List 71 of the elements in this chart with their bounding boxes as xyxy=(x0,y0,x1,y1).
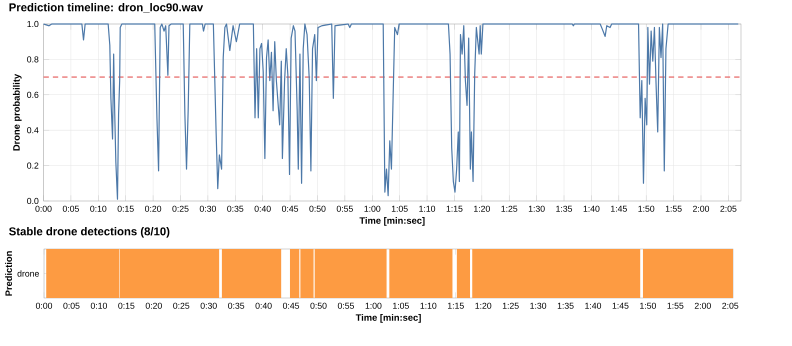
x-tick-label: 1:40 xyxy=(585,302,602,309)
x-tick-label: 2:00 xyxy=(694,302,711,309)
line-series xyxy=(42,23,739,200)
x-axis-title: Time [min:sec] xyxy=(360,217,425,226)
x-tick-label: 1:55 xyxy=(668,302,684,309)
x-tick-label: 0:45 xyxy=(282,206,298,212)
x-tick-label: 1:20 xyxy=(474,206,490,212)
y-tick-label: 0.8 xyxy=(27,56,38,62)
x-tick-label: 2:05 xyxy=(722,302,738,309)
x-tick-label: 1:10 xyxy=(420,302,436,309)
x-tick-label: 1:00 xyxy=(366,302,382,309)
x-tick-label: 0:00 xyxy=(36,302,52,309)
y-tick-label: 0.4 xyxy=(27,127,39,134)
x-tick-label: 0:15 xyxy=(118,206,134,212)
x-tick-label: 1:10 xyxy=(419,206,436,212)
chart-title: Prediction timeline: dron_loc90.wav xyxy=(9,3,204,13)
y-tick-label: 0.6 xyxy=(27,92,38,98)
x-tick-label: 0:20 xyxy=(144,206,162,212)
x-tick-label: 0:55 xyxy=(336,206,353,212)
x-tick-label: 1:45 xyxy=(612,302,629,309)
x-tick-label: 1:05 xyxy=(393,302,409,309)
x-tick-label: 0:25 xyxy=(173,302,190,309)
x-tick-label: 0:55 xyxy=(338,302,354,309)
x-tick-label: 0:50 xyxy=(309,206,326,212)
x-tick-label: 1:50 xyxy=(640,302,656,309)
x-tick-label: 0:05 xyxy=(62,206,79,212)
bar xyxy=(222,248,282,298)
x-tick-label: 0:15 xyxy=(118,302,134,309)
y-tick-label: drone xyxy=(17,270,39,277)
x-tick-label: 0:50 xyxy=(310,302,327,309)
x-tick-label: 0:20 xyxy=(146,302,162,309)
bar xyxy=(389,248,452,298)
y-tick-label: 0.2 xyxy=(27,162,38,169)
x-tick-label: 0:30 xyxy=(200,206,216,212)
x-tick-label: 0:25 xyxy=(172,206,189,212)
x-tick-label: 1:30 xyxy=(530,302,546,309)
x-tick-label: 0:35 xyxy=(228,302,244,309)
x-tick-label: 1:35 xyxy=(556,206,572,212)
x-tick-label: 0:05 xyxy=(63,302,80,309)
x-tick-label: 1:15 xyxy=(448,302,464,309)
x-tick-label: 1:55 xyxy=(666,206,682,212)
x-tick-label: 1:20 xyxy=(475,302,492,309)
bar xyxy=(642,248,733,298)
chart-title: Stable drone detections (8/10) xyxy=(9,227,170,238)
x-tick-label: 1:05 xyxy=(392,206,408,212)
x-tick-label: 0:40 xyxy=(254,206,271,212)
x-tick-label: 1:40 xyxy=(584,206,600,212)
y-tick-label: 1.0 xyxy=(27,20,38,28)
x-tick-label: 1:30 xyxy=(528,206,545,212)
x-tick-label: 0:30 xyxy=(200,302,217,309)
x-tick-label: 1:00 xyxy=(364,206,380,212)
x-tick-label: 0:45 xyxy=(282,302,300,309)
x-axis-title: Time [min:sec] xyxy=(356,314,421,323)
bar xyxy=(456,248,470,298)
x-tick-label: 1:25 xyxy=(502,302,519,309)
x-tick-label: 0:40 xyxy=(256,302,272,309)
x-tick-label: 1:15 xyxy=(446,206,463,212)
y-axis-title: Drone probability xyxy=(12,74,22,150)
x-tick-label: 0:10 xyxy=(90,206,106,212)
y-axis-title: Prediction xyxy=(5,251,12,296)
x-tick-label: 0:35 xyxy=(227,206,244,212)
x-tick-label: 2:05 xyxy=(720,206,736,212)
x-tick-label: 1:35 xyxy=(558,302,574,309)
y-tick-label: 0.0 xyxy=(27,198,38,204)
x-tick-label: 1:50 xyxy=(638,206,654,212)
x-tick-label: 1:45 xyxy=(611,206,627,212)
bar xyxy=(472,248,640,298)
x-tick-label: 0:10 xyxy=(90,302,107,309)
x-tick-label: 2:00 xyxy=(693,206,710,212)
x-tick-label: 1:25 xyxy=(501,206,518,212)
x-tick-label: 0:00 xyxy=(35,206,52,212)
